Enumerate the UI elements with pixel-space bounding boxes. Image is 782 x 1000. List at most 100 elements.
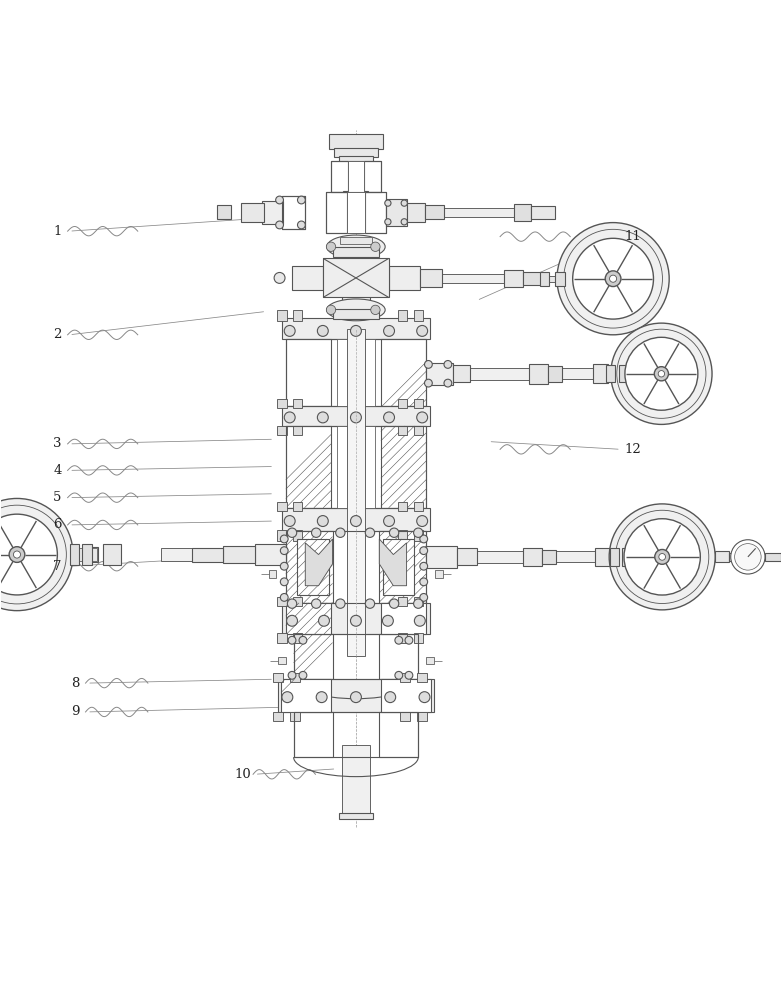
Bar (420, 269, 442, 287)
Circle shape (274, 272, 285, 283)
Bar (612, 551, 640, 562)
Circle shape (395, 636, 403, 644)
Bar (282, 406, 430, 426)
Bar (255, 544, 285, 565)
Circle shape (335, 528, 345, 537)
Text: 11: 11 (624, 230, 641, 243)
Circle shape (335, 599, 345, 608)
Ellipse shape (327, 235, 386, 258)
Circle shape (284, 516, 295, 526)
Bar (337, 426, 375, 508)
Circle shape (420, 547, 428, 555)
Circle shape (281, 562, 288, 570)
Bar (454, 365, 471, 382)
Circle shape (572, 238, 654, 319)
Circle shape (350, 325, 361, 336)
Bar (340, 237, 371, 244)
Bar (414, 597, 423, 606)
Bar (292, 426, 302, 435)
Circle shape (417, 516, 428, 526)
Circle shape (297, 196, 305, 204)
Bar (398, 426, 407, 435)
Circle shape (0, 498, 73, 611)
Bar (290, 673, 300, 682)
Circle shape (384, 325, 394, 336)
Circle shape (730, 540, 765, 574)
Bar (414, 426, 423, 435)
Bar (398, 633, 407, 643)
Bar (224, 546, 255, 563)
Circle shape (395, 671, 403, 679)
Circle shape (414, 599, 423, 608)
Text: 2: 2 (53, 328, 62, 341)
Circle shape (287, 599, 296, 608)
Circle shape (282, 692, 292, 703)
Circle shape (284, 325, 295, 336)
Circle shape (385, 219, 391, 225)
Circle shape (420, 578, 428, 586)
Bar (381, 339, 426, 406)
Bar (331, 161, 348, 192)
Bar (436, 570, 443, 578)
Bar (326, 192, 386, 233)
Text: 6: 6 (53, 518, 62, 531)
Bar (504, 270, 522, 287)
Bar (348, 161, 364, 192)
Bar (282, 196, 305, 229)
Bar (70, 544, 79, 565)
Bar (542, 276, 579, 282)
Circle shape (420, 535, 428, 543)
Bar (285, 531, 332, 603)
Bar (102, 544, 121, 565)
Bar (278, 679, 434, 712)
Text: 10: 10 (235, 768, 251, 781)
Bar (342, 255, 370, 300)
Bar (442, 274, 504, 283)
Bar (331, 161, 381, 192)
Circle shape (0, 514, 57, 595)
Circle shape (625, 337, 698, 410)
Bar (418, 712, 427, 721)
Bar (323, 258, 389, 297)
Bar (414, 633, 423, 643)
Circle shape (288, 636, 296, 644)
Bar (477, 551, 523, 563)
Bar (339, 156, 373, 165)
Bar (381, 426, 426, 508)
Bar (606, 365, 615, 382)
Bar (346, 329, 365, 656)
Circle shape (276, 221, 283, 229)
Bar (292, 502, 302, 511)
Circle shape (417, 412, 428, 423)
Bar (542, 550, 556, 564)
Bar (278, 502, 286, 511)
Bar (426, 546, 457, 568)
Bar (278, 310, 286, 321)
Bar (278, 426, 286, 435)
Bar (622, 548, 632, 566)
Bar (379, 712, 418, 757)
Bar (274, 712, 282, 721)
Bar (556, 551, 595, 562)
Text: 4: 4 (53, 464, 62, 477)
Circle shape (658, 371, 665, 377)
Bar (278, 597, 286, 606)
Circle shape (317, 325, 328, 336)
Circle shape (365, 599, 375, 608)
Bar (389, 266, 420, 290)
Bar (365, 192, 386, 233)
Bar (161, 548, 220, 561)
Bar (274, 673, 282, 682)
Bar (414, 310, 423, 321)
Circle shape (734, 544, 761, 570)
Circle shape (655, 549, 669, 564)
Bar (217, 205, 231, 219)
Circle shape (297, 221, 305, 229)
Circle shape (350, 615, 361, 626)
Bar (282, 318, 430, 339)
Bar (595, 548, 612, 566)
Circle shape (13, 551, 20, 558)
Circle shape (311, 528, 321, 537)
Bar (729, 553, 735, 561)
Bar (84, 547, 98, 562)
